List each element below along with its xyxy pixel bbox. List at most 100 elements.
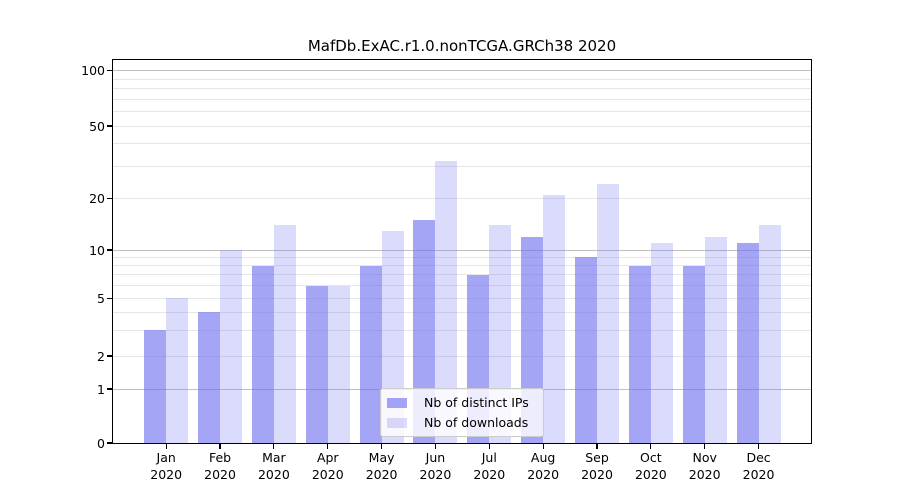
bar-downloads-sep <box>597 184 619 443</box>
y-gridline-minor-70 <box>113 98 811 100</box>
bar-downloads-apr <box>327 285 350 443</box>
bar-downloads-jan <box>166 298 189 443</box>
bar-downloads-oct <box>650 242 673 443</box>
legend-label-downloads: Nb of downloads <box>424 415 529 430</box>
bar-distinct-ips-nov <box>682 265 705 443</box>
x-tick-month: Nov <box>692 450 717 465</box>
chart-title: MafDb.ExAC.r1.0.nonTCGA.GRCh38 2020 <box>307 37 617 55</box>
y-tick-mark-20 <box>107 198 113 200</box>
y-gridline-minor-20 <box>113 198 811 200</box>
bar-distinct-ips-oct <box>628 265 651 443</box>
x-tick-year: 2020 <box>581 466 613 482</box>
y-tick-label-20: 20 <box>89 191 105 207</box>
bar-distinct-ips-mar <box>251 265 274 443</box>
x-tick-year: 2020 <box>527 466 560 482</box>
bar-distinct-ips-may <box>359 265 382 443</box>
bar-downloads-aug <box>543 194 566 443</box>
x-tick-label-dec: Dec 2020 <box>729 450 789 483</box>
y-gridline-minor-80 <box>113 88 811 89</box>
y-tick-mark-10 <box>107 249 113 251</box>
y-gridline-minor-9 <box>113 256 811 258</box>
x-tick-label-mar: Mar 2020 <box>244 450 304 483</box>
x-tick-label-may: May 2020 <box>352 450 412 483</box>
x-tick-month: Aug <box>530 450 556 465</box>
x-tick-year: 2020 <box>204 466 236 482</box>
legend-swatch-downloads <box>387 417 407 428</box>
x-tick-label-aug: Aug 2020 <box>513 450 573 483</box>
y-gridline-minor-30 <box>113 166 811 168</box>
bar-downloads-mar <box>273 225 296 443</box>
y-gridline-minor-60 <box>113 110 811 112</box>
y-tick-mark-100 <box>107 70 113 72</box>
x-tick-month: Dec <box>746 450 771 465</box>
bar-downloads-feb <box>220 250 243 443</box>
bar-downloads-nov <box>704 236 727 443</box>
y-gridline-minor-40 <box>113 143 811 145</box>
x-tick-mark-feb <box>219 443 221 449</box>
y-gridline-minor-8 <box>113 265 811 267</box>
legend: Nb of distinct IPs Nb of downloads <box>380 388 544 437</box>
y-tick-label-0: 0 <box>97 435 105 451</box>
x-tick-year: 2020 <box>311 466 344 482</box>
legend-swatch-distinct-ips <box>387 397 407 408</box>
x-tick-year: 2020 <box>688 466 721 482</box>
y-tick-label-100: 100 <box>81 63 105 79</box>
y-gridline-minor-3 <box>113 329 811 331</box>
x-tick-label-jul: Jul 2020 <box>459 450 519 483</box>
x-tick-mark-jan <box>165 443 167 449</box>
x-tick-label-jun: Jun 2020 <box>405 450 465 483</box>
x-tick-month: Sep <box>585 450 609 465</box>
x-tick-mark-aug <box>542 443 544 449</box>
y-tick-mark-1 <box>107 388 113 390</box>
bar-distinct-ips-dec <box>736 242 759 443</box>
y-tick-mark-50 <box>107 125 113 127</box>
x-tick-year: 2020 <box>473 466 506 482</box>
y-gridline-minor-7 <box>113 274 811 276</box>
x-tick-label-feb: Feb 2020 <box>190 450 250 483</box>
x-tick-label-oct: Oct 2020 <box>621 450 681 483</box>
y-tick-label-50: 50 <box>89 118 105 134</box>
x-tick-mark-oct <box>650 443 652 449</box>
x-tick-month: Jul <box>481 450 497 465</box>
x-tick-mark-jul <box>488 443 490 449</box>
y-tick-mark-0 <box>107 442 113 444</box>
bar-distinct-ips-apr <box>305 285 328 443</box>
y-tick-mark-2 <box>107 355 113 357</box>
y-tick-mark-5 <box>107 297 113 299</box>
x-tick-mark-mar <box>273 443 275 449</box>
bar-distinct-ips-sep <box>575 257 597 443</box>
y-tick-label-5: 5 <box>97 290 105 306</box>
y-tick-label-2: 2 <box>97 348 105 364</box>
x-tick-year: 2020 <box>419 466 452 482</box>
legend-entry-downloads: Nb of downloads <box>387 414 543 431</box>
y-gridline-minor-4 <box>113 311 811 313</box>
y-tick-label-10: 10 <box>89 242 105 258</box>
bar-distinct-ips-jun <box>413 219 436 443</box>
x-tick-month: Jun <box>425 450 446 465</box>
x-tick-month: Apr <box>316 450 339 465</box>
x-tick-mark-dec <box>757 443 760 449</box>
x-tick-year: 2020 <box>257 466 290 482</box>
y-gridline-minor-50 <box>113 125 811 127</box>
x-tick-year: 2020 <box>365 466 398 482</box>
x-tick-mark-nov <box>704 443 706 449</box>
x-tick-label-sep: Sep 2020 <box>567 450 627 483</box>
y-gridline-major-10 <box>113 249 811 251</box>
x-tick-mark-sep <box>596 443 598 449</box>
bar-downloads-jun <box>435 161 458 443</box>
x-tick-label-apr: Apr 2020 <box>298 450 358 483</box>
x-tick-mark-jun <box>434 443 437 449</box>
y-tick-label-1: 1 <box>97 381 105 397</box>
legend-entry-distinct-ips: Nb of distinct IPs <box>387 394 543 411</box>
x-tick-year: 2020 <box>634 466 667 482</box>
y-gridline-minor-2 <box>113 355 811 357</box>
x-tick-mark-apr <box>327 443 329 449</box>
legend-label-distinct-ips: Nb of distinct IPs <box>424 395 529 410</box>
y-gridline-major-100 <box>113 70 811 72</box>
bar-distinct-ips-jan <box>144 330 167 443</box>
x-tick-month: Feb <box>208 450 232 465</box>
x-tick-label-nov: Nov 2020 <box>675 450 735 483</box>
x-tick-month: Mar <box>262 450 286 465</box>
x-tick-month: Oct <box>640 450 662 465</box>
